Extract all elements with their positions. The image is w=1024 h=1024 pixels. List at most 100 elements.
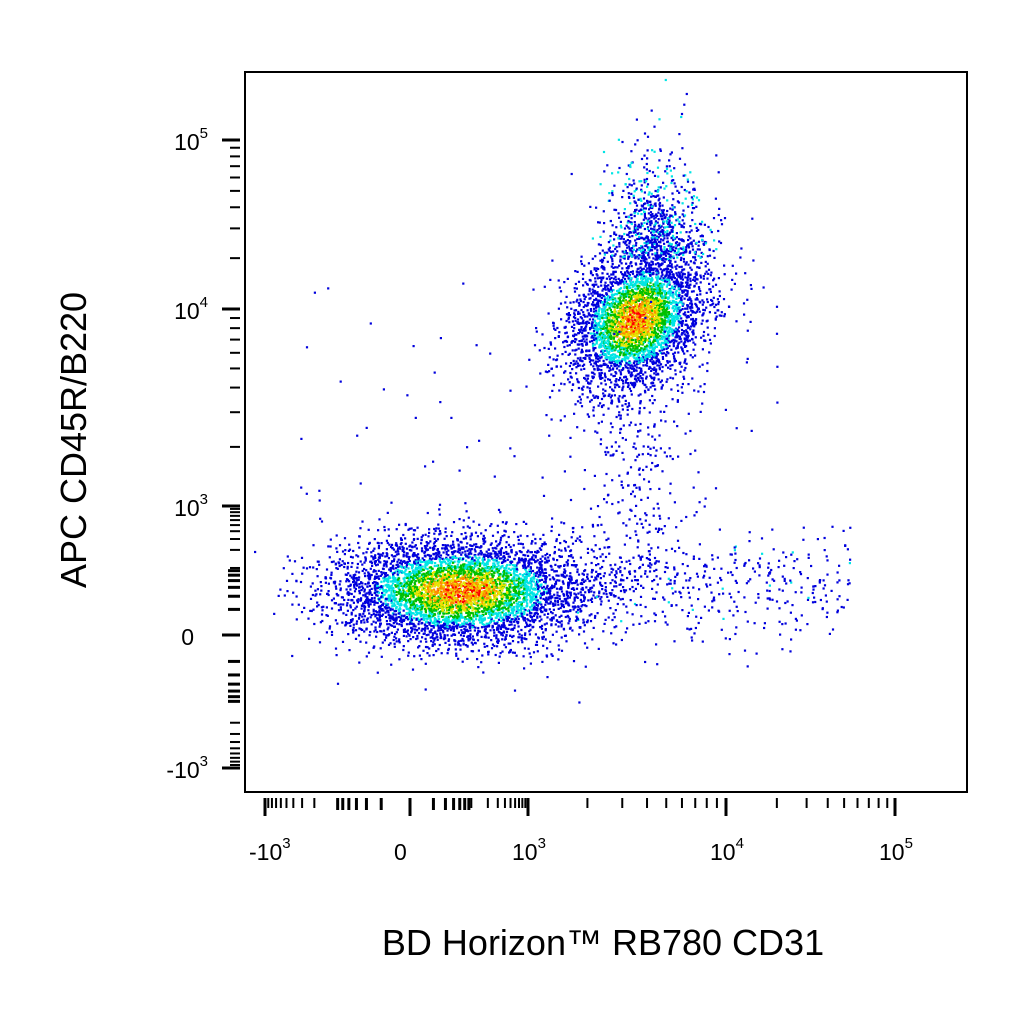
event-point [599,584,602,587]
event-point [417,623,420,626]
event-point [458,587,462,590]
event-point [302,566,305,569]
event-point [382,632,385,635]
event-point [382,589,385,592]
event-point [486,575,489,578]
event-point [420,618,423,621]
event-point [412,553,415,556]
event-point [437,605,440,608]
event-point [523,633,527,637]
event-point [325,568,329,571]
event-point [517,609,520,612]
event-point [462,565,465,568]
event-point [618,583,621,586]
event-point [526,581,530,584]
event-point [370,573,373,577]
event-point [446,626,449,629]
event-point [487,548,490,551]
event-point [360,607,363,610]
event-point [487,599,490,602]
event-point [393,635,396,638]
event-point [446,620,449,623]
event-point [458,602,461,605]
event-point [438,513,441,516]
event-point [351,556,354,559]
event-point [472,613,475,616]
event-point [372,610,375,613]
event-point [501,594,505,597]
event-point [559,606,562,610]
event-point [562,582,565,585]
event-point [362,612,365,615]
event-point [547,559,550,562]
event-point [377,552,380,555]
event-point [487,552,490,555]
event-point [419,608,422,611]
event-point [367,576,370,579]
event-point [410,580,413,583]
event-point [541,593,544,596]
event-point [472,567,475,570]
event-point [426,592,429,595]
event-point [558,579,561,582]
event-point [397,612,400,615]
event-point [488,559,491,562]
event-point [419,611,422,614]
event-point [410,527,413,530]
event-point [402,533,405,537]
event-point [476,563,479,566]
event-point [375,594,378,597]
event-point [550,653,553,656]
event-point [461,638,464,642]
event-point [631,613,634,616]
event-point [389,607,392,610]
event-point [539,601,542,604]
event-point [545,609,548,612]
event-point [549,564,552,567]
event-point [528,633,531,636]
event-point [519,581,522,585]
event-point [357,555,360,558]
event-point [399,602,402,606]
event-point [432,625,435,628]
event-point [444,578,447,581]
event-point [368,612,371,615]
event-point [410,631,413,634]
event-point [485,566,488,569]
event-point [400,618,403,621]
event-point [458,549,461,552]
event-point [500,594,503,597]
event-point [487,611,490,614]
event-point [576,583,579,586]
event-point [500,619,503,622]
event-point [325,631,328,634]
event-point [393,592,396,595]
event-point [393,625,396,628]
event-point [368,589,371,592]
event-point [466,657,469,660]
event-point [562,571,566,574]
event-point [494,596,497,599]
event-point [462,642,465,645]
event-point [415,591,418,594]
event-point [496,640,499,643]
event-point [398,523,401,526]
event-point [489,614,492,617]
event-point [350,592,353,596]
event-point [437,615,440,618]
event-point [451,586,454,589]
event-point [353,574,356,577]
event-point [539,597,542,600]
event-point [390,589,393,592]
event-point [539,615,542,618]
event-point [635,533,638,536]
event-point [495,556,498,559]
event-point [420,658,423,661]
event-point [392,567,395,570]
event-point [398,598,401,601]
event-point [536,572,539,575]
event-point [381,591,384,595]
event-point [540,627,544,630]
event-point [598,547,601,551]
event-point [439,569,442,572]
